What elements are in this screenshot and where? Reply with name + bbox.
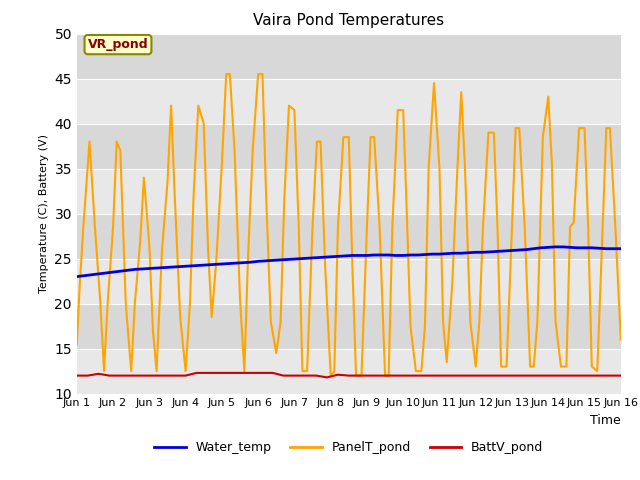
Title: Vaira Pond Temperatures: Vaira Pond Temperatures [253, 13, 444, 28]
Bar [77, 168, 621, 214]
Bar [77, 79, 621, 123]
Y-axis label: Temperature (C), Battery (V): Temperature (C), Battery (V) [39, 134, 49, 293]
X-axis label: Time: Time [590, 414, 621, 427]
Legend: Water_temp, PanelT_pond, BattV_pond: Water_temp, PanelT_pond, BattV_pond [149, 436, 548, 459]
Bar [77, 34, 621, 79]
Bar [77, 123, 621, 168]
Text: VR_pond: VR_pond [88, 38, 148, 51]
Bar [77, 214, 621, 259]
Bar [77, 259, 621, 303]
Bar [77, 303, 621, 348]
Bar [77, 348, 621, 394]
